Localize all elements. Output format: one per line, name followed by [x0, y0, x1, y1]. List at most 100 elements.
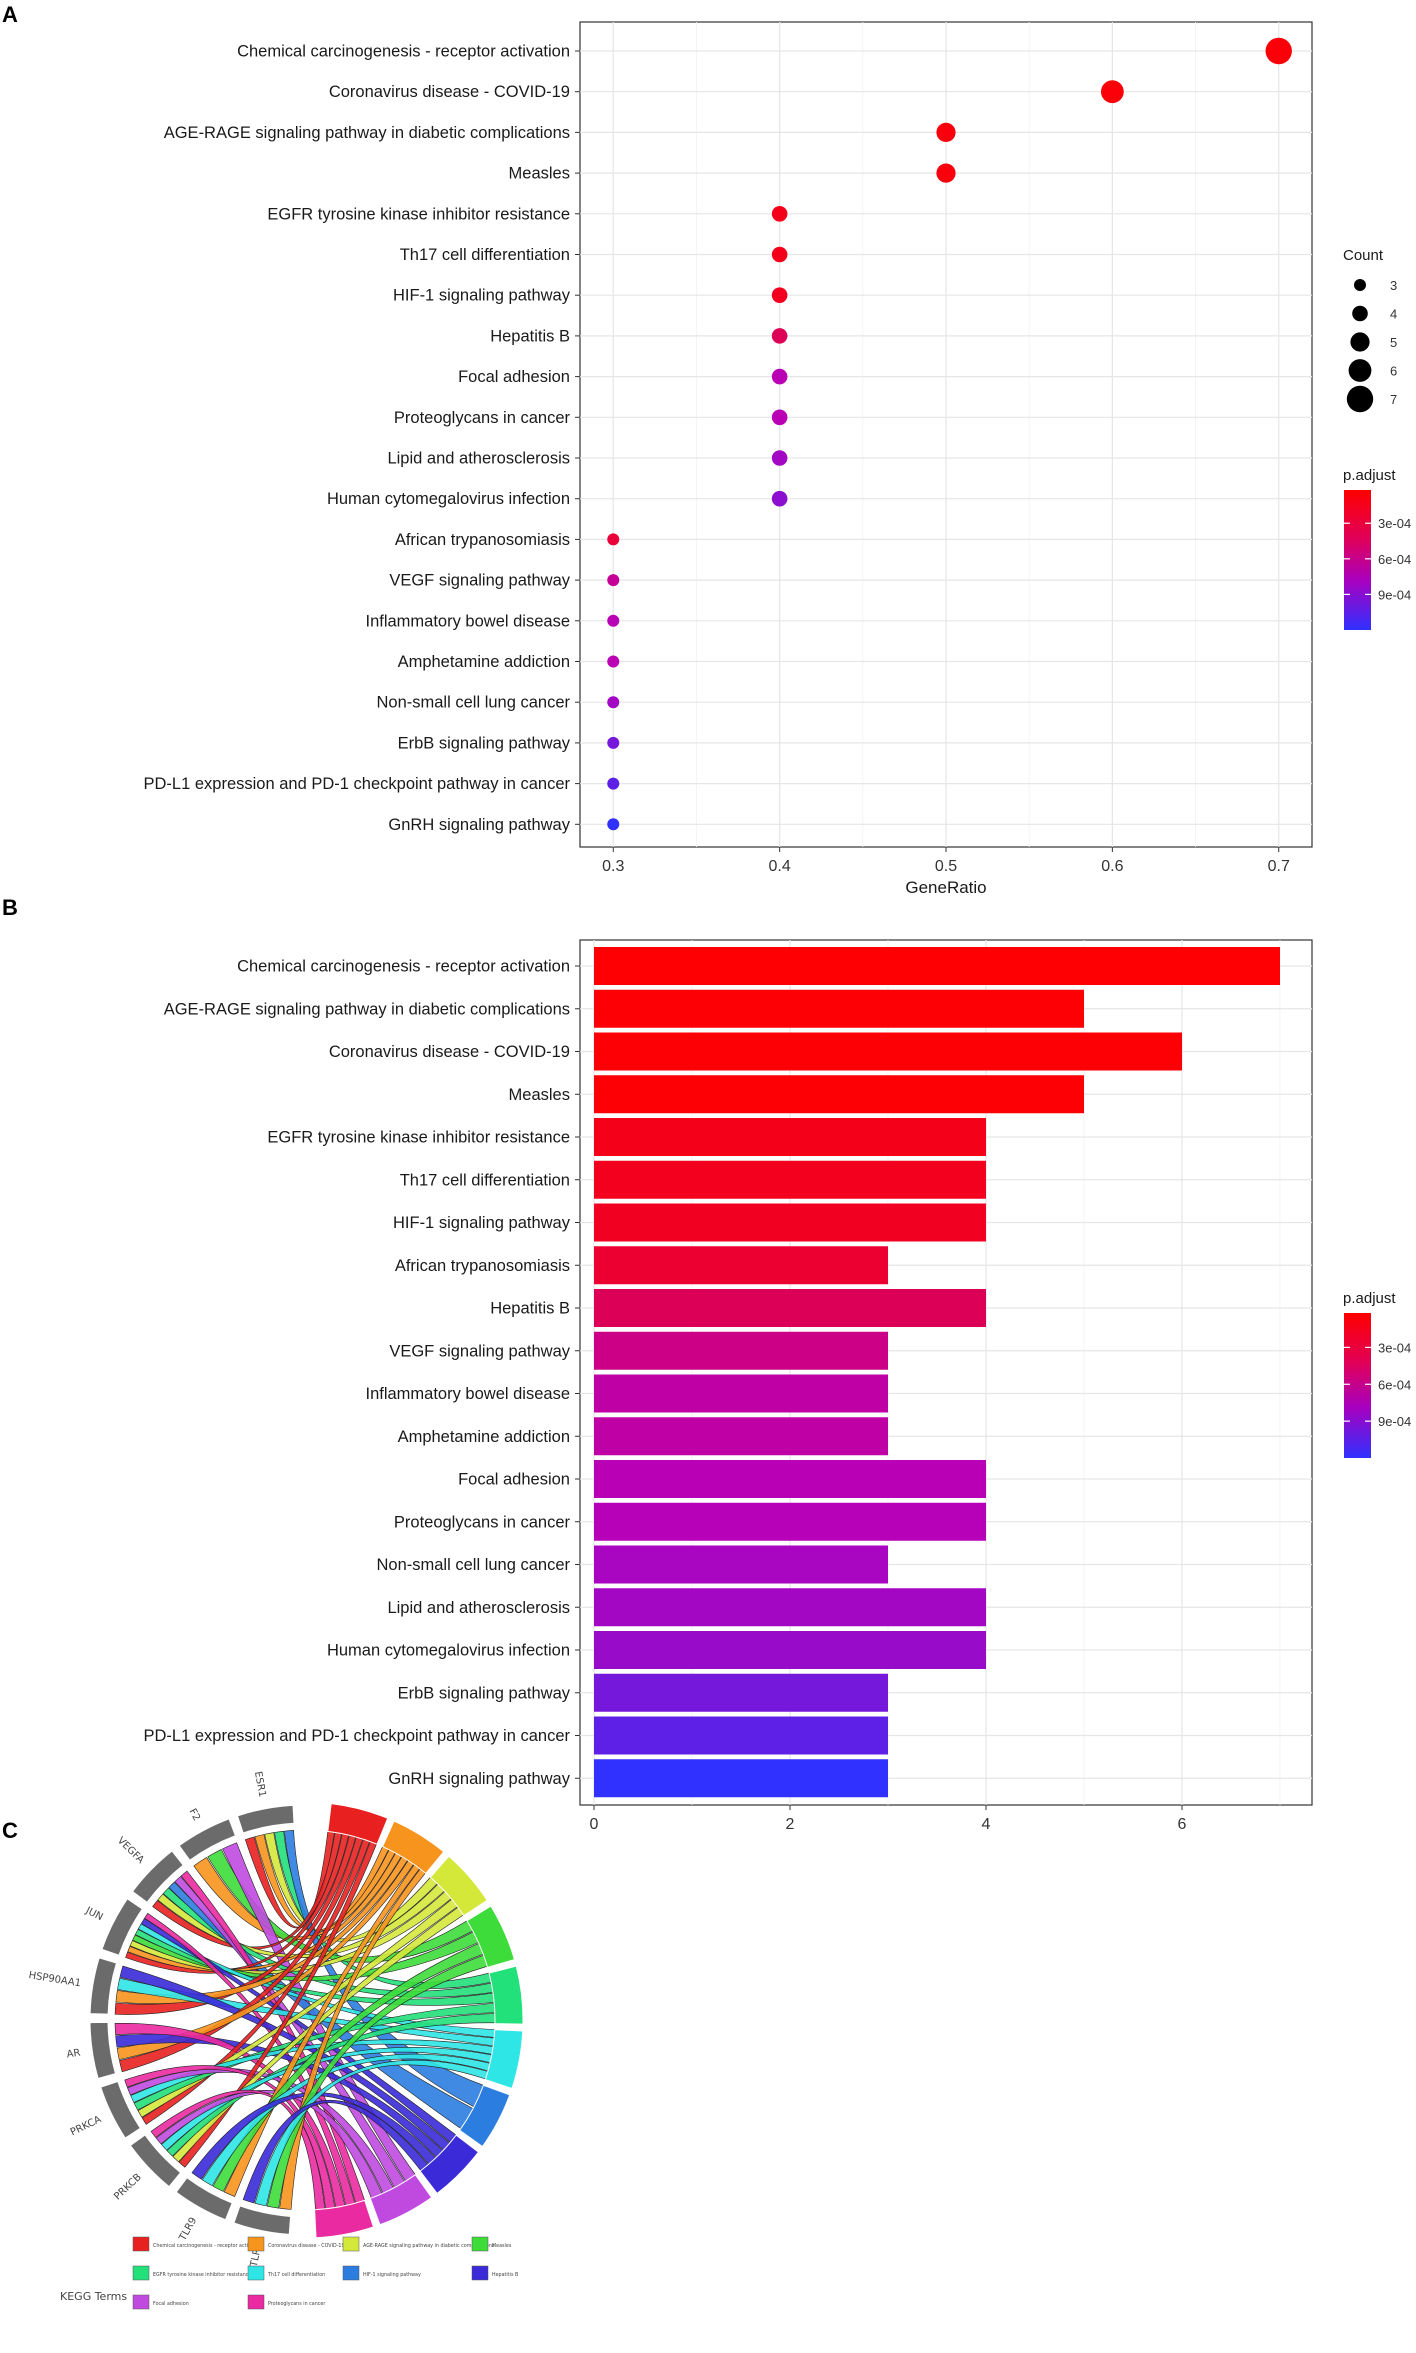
bar-chart-term-label: Human cytomegalovirus infection — [327, 1642, 570, 1660]
kegg-terms-legend-swatch — [132, 2236, 150, 2252]
dot-plot-term-label: GnRH signaling pathway — [388, 816, 570, 834]
dot-plot-term-label: HIF-1 signaling pathway — [393, 287, 571, 305]
panel-letter-b: B — [2, 895, 18, 920]
bar-chart-term-label: Inflammatory bowel disease — [365, 1385, 570, 1403]
bar-chart-term-label: African trypanosomiasis — [395, 1257, 570, 1275]
kegg-terms-legend-swatch — [247, 2236, 265, 2252]
bar-chart-term-label: VEGF signaling pathway — [389, 1342, 570, 1360]
dot-plot-point — [607, 533, 620, 546]
count-legend-label: 4 — [1390, 307, 1397, 322]
chord-arcs — [89, 1803, 524, 2239]
dot-plot-point — [771, 368, 788, 385]
dot-plot-term-label: Proteoglycans in cancer — [394, 409, 571, 427]
bar-chart-bar — [594, 1716, 888, 1755]
chord-term-arc — [314, 2199, 375, 2239]
bar-chart: Chemical carcinogenesis - receptor activ… — [144, 939, 1411, 1833]
bar-chart-x-ticks: 0 2 4 6 — [590, 1805, 1187, 1833]
dot-plot-term-label: Hepatitis B — [490, 327, 570, 345]
bar-chart-bar — [594, 1160, 986, 1199]
dot-plot-grid — [580, 22, 1312, 847]
bar-chart-bar — [594, 1417, 888, 1456]
chord-diagram: ESR1F2VEGFAJUNHSP90AA1ARPRKCAPRKCBTLR9TL… — [28, 1771, 524, 2310]
padj-legend-b-colorbar — [1344, 1313, 1371, 1458]
chord-gene-arc — [100, 2080, 142, 2139]
count-legend: Count 3 4 5 6 7 — [1343, 247, 1397, 413]
chord-gene-label: AR — [66, 2048, 81, 2061]
kegg-terms-legend-label: Coronavirus disease - COVID-19 — [268, 2243, 345, 2249]
chord-gene-arc — [178, 1818, 237, 1861]
padj-legend-a-colorbar — [1344, 490, 1371, 630]
dot-plot-term-labels: Chemical carcinogenesis - receptor activ… — [144, 43, 580, 834]
padj-legend-tick-label: 3e-04 — [1378, 516, 1411, 531]
bar-chart-bar — [594, 1075, 1084, 1114]
dot-plot-point — [771, 409, 788, 426]
dot-plot-point — [1100, 80, 1124, 104]
chord-gene-label: PRKCB — [112, 2172, 144, 2203]
dot-plot-point — [607, 736, 620, 749]
bar-chart-bar — [594, 989, 1084, 1028]
bar-chart-term-label: Chemical carcinogenesis - receptor activ… — [237, 958, 570, 976]
chord-term-arc — [327, 1803, 389, 1845]
dot-plot-point — [771, 490, 788, 507]
dot-plot-term-label: Th17 cell differentiation — [400, 246, 570, 264]
dot-plot-point — [607, 818, 620, 831]
chord-term-arc — [466, 1905, 516, 1968]
dot-plot-x-tick-label: 0.6 — [1101, 858, 1123, 875]
dot-plot-point — [771, 206, 788, 222]
chord-term-arc — [419, 2134, 480, 2195]
bar-chart-term-label: Th17 cell differentiation — [400, 1171, 570, 1189]
kegg-terms-legend-swatch — [471, 2265, 489, 2281]
bar-chart-term-label: AGE-RAGE signaling pathway in diabetic c… — [164, 1000, 570, 1018]
dot-plot-point — [771, 287, 788, 304]
dot-plot-term-label: Human cytomegalovirus infection — [327, 490, 570, 508]
kegg-terms-legend-label: Hepatitis B — [492, 2272, 518, 2278]
chord-gene-label: TLR9 — [177, 2216, 199, 2244]
dot-plot-point — [771, 246, 788, 263]
dot-plot-term-label: Coronavirus disease - COVID-19 — [329, 83, 570, 101]
dot-plot-point — [607, 614, 620, 627]
dot-plot-term-label: AGE-RAGE signaling pathway in diabetic c… — [164, 124, 570, 142]
bar-chart-term-label: ErbB signaling pathway — [398, 1684, 571, 1702]
dot-plot-point — [607, 696, 620, 709]
bar-chart-bar — [594, 1588, 986, 1627]
bar-chart-bar — [594, 1631, 986, 1669]
bar-chart-bar — [594, 1759, 888, 1798]
dot-plot-term-label: African trypanosomiasis — [395, 531, 570, 549]
kegg-terms-legend-label: AGE-RAGE signaling pathway in diabetic c… — [363, 2243, 495, 2249]
bar-chart-term-labels: Chemical carcinogenesis - receptor activ… — [144, 958, 580, 1788]
dot-plot-x-tick-label: 0.3 — [602, 858, 624, 875]
dot-plot-term-label: Inflammatory bowel disease — [365, 612, 570, 630]
padj-legend-a-title: p.adjust — [1343, 467, 1396, 484]
kegg-terms-legend-swatch — [247, 2265, 265, 2281]
dot-plot-term-label: Amphetamine addiction — [398, 653, 570, 671]
chord-gene-arc — [131, 1850, 184, 1903]
kegg-terms-legend-swatch — [342, 2265, 360, 2281]
dot-plot-point — [936, 163, 956, 183]
kegg-terms-legend-swatch — [132, 2294, 150, 2310]
kegg-terms-legend-label: Measles — [492, 2243, 512, 2249]
bar-chart-term-label: EGFR tyrosine kinase inhibitor resistanc… — [267, 1129, 570, 1147]
dot-plot-point — [1265, 37, 1292, 65]
count-legend-dot — [1346, 385, 1374, 413]
count-legend-label: 6 — [1390, 364, 1397, 379]
chord-ribbons — [114, 1830, 496, 2211]
chord-gene-arc — [101, 1898, 143, 1956]
kegg-terms-legend-swatch — [342, 2236, 360, 2252]
bar-chart-x-tick-label: 2 — [786, 1816, 795, 1833]
bar-chart-bar — [594, 1032, 1182, 1071]
chord-term-arc — [369, 2173, 433, 2226]
chord-gene-arc — [233, 2205, 292, 2235]
chord-gene-label: VEGFA — [115, 1835, 146, 1866]
bar-chart-term-label: Non-small cell lung cancer — [377, 1556, 571, 1574]
dot-plot-point — [771, 450, 788, 466]
bar-chart-bars — [594, 947, 1280, 1798]
chord-gene-arc — [89, 1957, 118, 2015]
dot-plot-x-tick-label: 0.7 — [1268, 858, 1290, 875]
bar-chart-term-label: Proteoglycans in cancer — [394, 1513, 571, 1531]
panel-letter-c: C — [2, 1818, 18, 1843]
dot-plot-x-axis-label: GeneRatio — [905, 878, 986, 897]
bar-chart-x-tick-label: 4 — [982, 1816, 991, 1833]
bar-chart-bar — [594, 1118, 986, 1156]
chord-gene-arc — [175, 2177, 233, 2221]
